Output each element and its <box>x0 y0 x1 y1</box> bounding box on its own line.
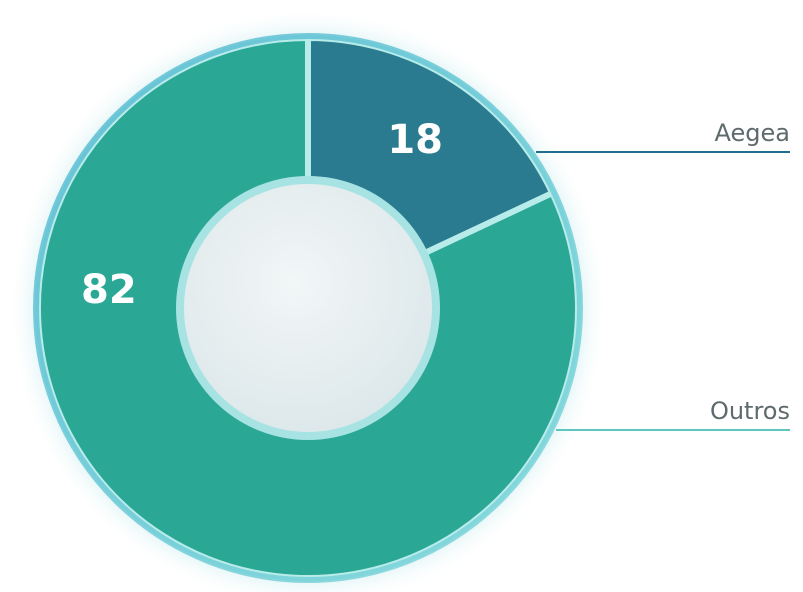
value-label-aegea: 18 <box>387 117 443 163</box>
value-label-outros: 82 <box>81 267 137 313</box>
legend-label-aegea: Aegea <box>715 119 790 147</box>
outer-rim <box>33 33 583 583</box>
legend-label-outros: Outros <box>710 397 790 425</box>
center-hole <box>176 176 440 440</box>
legend: Aegea Outros <box>536 119 790 431</box>
